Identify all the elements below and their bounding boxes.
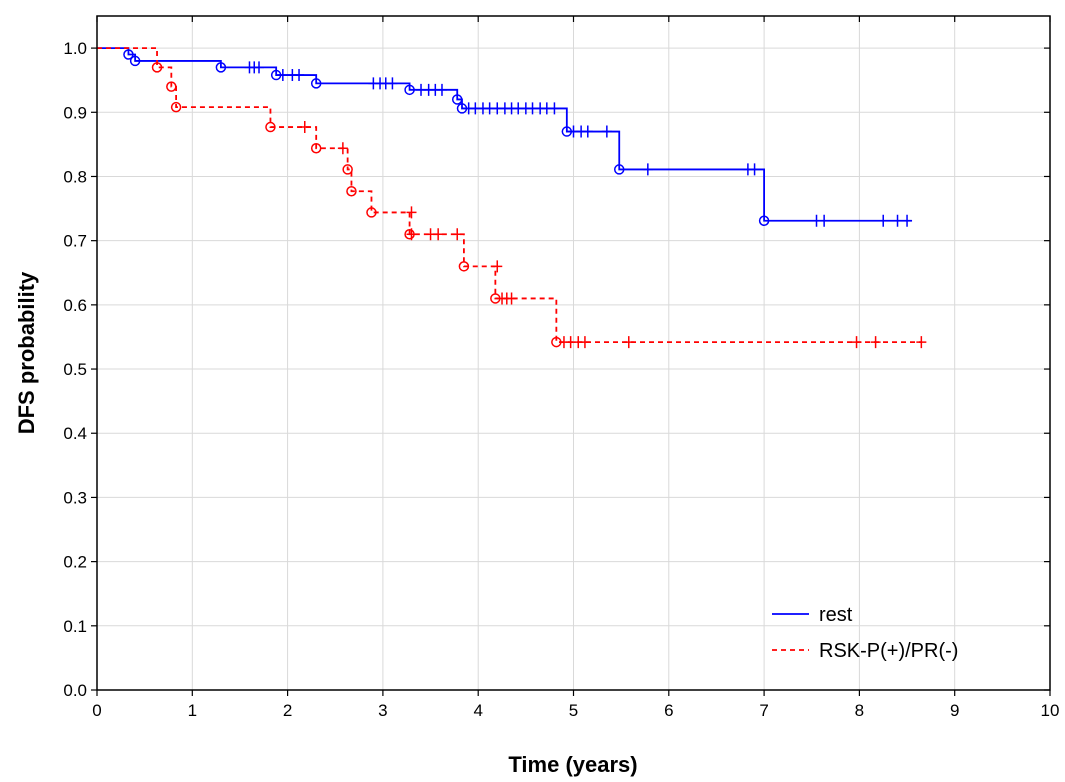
axes: 0 1 2 3 4 5 6 7 8 9 10 0.0 0.1 0.2 0.3 0.4 0.5 0.6 0.7 0.8 0… — [63, 16, 1059, 720]
y-tick-label: 1.0 — [63, 39, 87, 58]
series-rest — [97, 47, 913, 227]
censor-marker — [436, 83, 447, 96]
censor-marker — [492, 260, 503, 273]
event-marker — [265, 121, 276, 133]
event-marker — [451, 94, 463, 105]
x-tick-label: 6 — [664, 701, 673, 720]
event-marker — [129, 55, 141, 67]
plot-frame — [96, 15, 1051, 691]
series-line — [97, 47, 912, 222]
x-tick-label: 7 — [759, 701, 768, 720]
x-tick-label: 4 — [473, 701, 482, 720]
x-tick-label: 5 — [569, 701, 578, 720]
censor-marker — [878, 214, 889, 227]
x-axis-title: Time (years) — [508, 752, 637, 777]
series-line — [97, 47, 922, 343]
legend: rest RSK-P(+)/PR(-) — [772, 604, 958, 662]
censor-marker — [506, 292, 517, 305]
censor-marker — [892, 214, 903, 227]
event-marker — [404, 84, 415, 96]
y-tick-label: 0.7 — [63, 232, 87, 251]
censor-marker — [623, 336, 634, 349]
y-tick-label: 0.4 — [63, 424, 87, 443]
y-tick-label: 0.5 — [63, 360, 87, 379]
series-layer — [97, 47, 927, 349]
censor-marker — [299, 121, 310, 134]
censor-marker — [254, 61, 265, 74]
event-marker — [366, 207, 377, 218]
censor-marker — [387, 77, 398, 90]
censor-marker — [277, 69, 288, 82]
x-tick-label: 9 — [950, 701, 959, 720]
y-tick-label: 0.6 — [63, 296, 87, 315]
censor-marker — [870, 336, 881, 349]
y-tick-label: 0.9 — [63, 103, 87, 122]
censor-marker — [549, 102, 560, 115]
censor-marker — [819, 214, 830, 227]
event-marker — [123, 49, 134, 60]
event-marker — [215, 62, 227, 73]
event-marker — [458, 261, 470, 272]
x-tick-label: 1 — [188, 701, 197, 720]
event-marker — [310, 78, 322, 89]
y-tick-label: 0.3 — [63, 488, 87, 507]
y-tick-label: 0.8 — [63, 167, 87, 186]
censor-marker — [851, 336, 862, 349]
x-tick-label: 0 — [92, 701, 101, 720]
grid-lines — [97, 16, 1050, 690]
censor-marker — [452, 228, 463, 241]
x-tick-label: 8 — [855, 701, 864, 720]
censor-marker — [749, 163, 760, 176]
event-marker — [170, 101, 182, 113]
censor-marker — [916, 336, 927, 349]
x-tick-label: 3 — [378, 701, 387, 720]
censor-marker — [337, 142, 348, 155]
censor-marker — [433, 228, 444, 241]
x-tick-label: 10 — [1041, 701, 1060, 720]
event-marker — [346, 185, 357, 197]
x-tick-label: 2 — [283, 701, 292, 720]
event-marker — [151, 62, 163, 73]
event-marker — [310, 142, 322, 154]
censor-marker — [579, 336, 590, 349]
y-tick-label: 0.1 — [63, 617, 87, 636]
legend-label: rest — [819, 604, 853, 626]
censor-marker — [582, 125, 593, 138]
series-rsk-p-pr — [97, 47, 927, 349]
event-marker — [166, 81, 177, 92]
legend-label: RSK-P(+)/PR(-) — [819, 640, 958, 662]
event-marker — [342, 164, 353, 175]
censor-marker — [406, 206, 417, 219]
y-tick-label: 0.2 — [63, 553, 87, 572]
y-tick-label: 0.0 — [63, 681, 87, 700]
censor-marker — [642, 163, 653, 176]
censor-marker — [601, 125, 612, 138]
censor-marker — [294, 69, 305, 82]
censor-marker — [406, 228, 417, 241]
event-marker — [613, 164, 625, 175]
event-marker — [758, 215, 770, 227]
y-axis-title: DFS probability — [14, 271, 39, 434]
censor-marker — [902, 214, 913, 227]
